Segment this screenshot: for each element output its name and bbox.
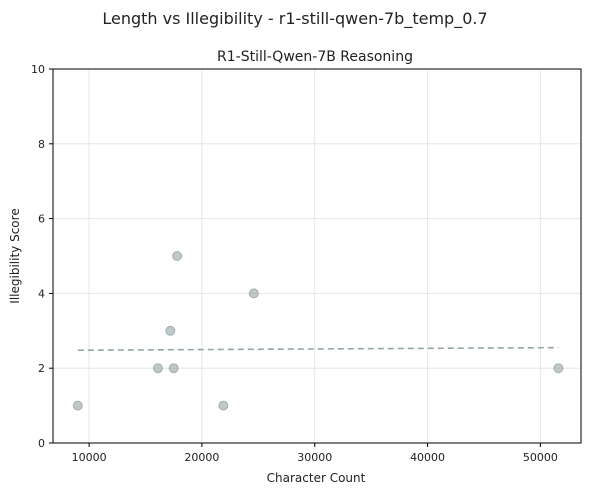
y-axis-ticks: 0 2 4 6 8 10	[31, 63, 53, 450]
scatter-point	[218, 400, 229, 411]
trendline-group	[77, 346, 559, 352]
plot-area-frame	[52, 68, 582, 444]
figure-title: Length vs Illegibility - r1-still-qwen-7…	[102, 9, 487, 29]
y-axis-label: Illegibility Score	[8, 208, 22, 303]
y-tick-label: 6	[38, 213, 45, 226]
y-tick-label: 10	[31, 63, 45, 76]
points-group	[72, 251, 564, 411]
x-tick-label: 40000	[410, 451, 445, 464]
y-tick-label: 2	[38, 362, 45, 375]
scatter-point	[72, 400, 83, 411]
x-tick-label: 50000	[523, 451, 558, 464]
trendline	[77, 346, 559, 352]
x-tick-label: 10000	[72, 451, 107, 464]
y-tick-label: 8	[38, 138, 45, 151]
scatter-point	[172, 251, 183, 261]
scatter-point	[168, 363, 179, 374]
scatter-point	[165, 325, 176, 336]
scatter-point	[248, 288, 259, 299]
scatter-point	[152, 363, 163, 374]
y-tick-label: 0	[38, 437, 45, 450]
scatter-point	[553, 363, 564, 374]
chart-title: R1-Still-Qwen-7B Reasoning	[217, 49, 413, 65]
x-axis-label: Character Count	[267, 471, 366, 485]
x-axis-ticks: 10000 20000 30000 40000 50000	[72, 443, 558, 464]
x-tick-label: 20000	[184, 451, 219, 464]
grid	[53, 68, 581, 444]
x-tick-label: 30000	[297, 451, 332, 464]
y-tick-label: 4	[38, 287, 45, 300]
